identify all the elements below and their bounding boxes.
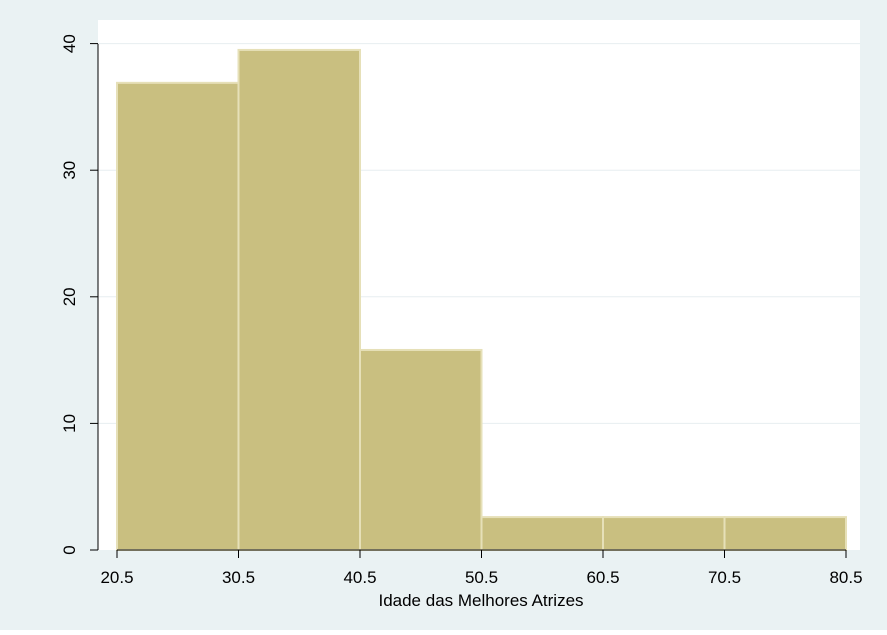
histogram-bar bbox=[237, 48, 361, 552]
histogram-bar bbox=[480, 516, 604, 551]
y-tick-label: 10 bbox=[60, 414, 79, 433]
y-tick-label: 0 bbox=[60, 545, 79, 554]
y-tick-label: 20 bbox=[60, 287, 79, 306]
x-tick-label: 60.5 bbox=[586, 568, 619, 587]
x-ticks: 20.5 30.5 40.5 50.5 60.5 70.5 80.5 bbox=[100, 550, 863, 587]
x-tick-label: 70.5 bbox=[708, 568, 741, 587]
histogram-bar bbox=[116, 81, 240, 551]
x-tick-label: 80.5 bbox=[829, 568, 862, 587]
histogram-bar bbox=[602, 516, 726, 551]
y-ticks: 0 10 20 30 40 bbox=[60, 34, 98, 555]
histogram-bar bbox=[359, 348, 483, 551]
x-tick-label: 50.5 bbox=[465, 568, 498, 587]
x-axis-title: Idade das Melhores Atrizes bbox=[378, 591, 583, 610]
y-tick-label: 40 bbox=[60, 34, 79, 53]
histogram-bar bbox=[723, 516, 847, 551]
y-tick-label: 30 bbox=[60, 161, 79, 180]
x-tick-label: 30.5 bbox=[222, 568, 255, 587]
x-tick-label: 20.5 bbox=[100, 568, 133, 587]
x-tick-label: 40.5 bbox=[343, 568, 376, 587]
